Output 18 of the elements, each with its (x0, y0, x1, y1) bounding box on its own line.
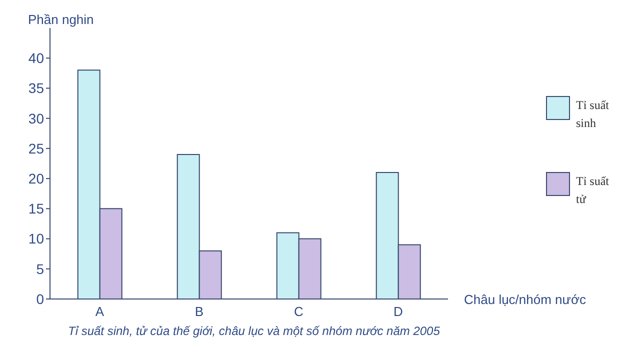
y-tick-label: 0 (36, 290, 44, 307)
x-tick-label: B (194, 304, 204, 320)
y-tick-label: 20 (28, 170, 44, 187)
y-tick-label: 30 (28, 110, 44, 126)
x-tick-label: D (394, 304, 403, 320)
x-tick-label: A (95, 304, 104, 320)
legend-label: Tỉ suất sinh (576, 97, 610, 132)
y-tick-label: 35 (28, 80, 44, 96)
y-axis-title: Phần nghin (28, 12, 94, 27)
y-tick-label: 5 (36, 260, 44, 277)
text: Tỉ suất sinh, tử của thế giới, châu lục và một số nhóm nước năm 2005 (68, 324, 440, 338)
legend-label: Tỉ suất tử (576, 173, 610, 208)
y-tick-label: 25 (28, 140, 44, 156)
x-axis-title: Châu lục/nhóm nước (464, 292, 586, 307)
x-tick-label: C (294, 304, 304, 320)
y-tick-label: 15 (28, 200, 44, 217)
y-tick-label: 10 (28, 230, 44, 247)
y-tick-label: 40 (28, 50, 44, 66)
